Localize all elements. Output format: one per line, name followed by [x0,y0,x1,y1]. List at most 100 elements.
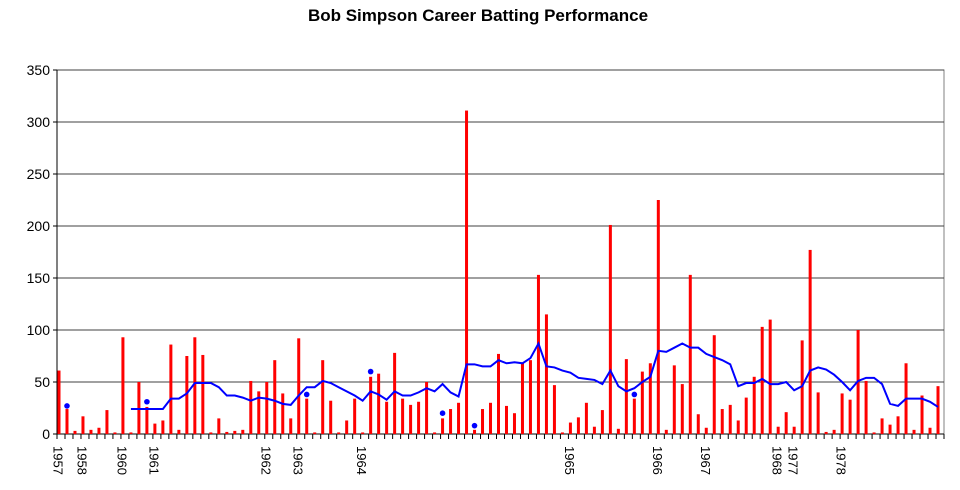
bar [920,395,924,434]
bar [353,398,357,434]
bar [696,414,700,434]
bar [481,409,485,434]
not-out-point [144,398,150,405]
bar [720,409,724,434]
x-tick-label: 1968 [770,446,785,475]
bar [840,393,844,434]
bar [417,401,421,434]
bar [449,409,453,434]
bar [552,385,556,434]
bar [249,380,253,434]
bar [209,432,213,434]
bar [217,418,221,434]
bar [241,429,245,434]
y-tick-label: 250 [27,166,51,182]
x-tick-label: 1962 [258,446,273,475]
bar [153,423,157,434]
bar [161,420,165,434]
bar [281,393,285,434]
bar [193,337,197,434]
bar [97,427,101,434]
y-tick-label: 50 [34,374,50,390]
bar [584,402,588,434]
bar [672,365,676,434]
bar [289,418,293,434]
bar [728,404,732,434]
bar [457,402,461,434]
x-tick-label: 1977 [786,446,801,475]
bar [680,384,684,434]
bar [600,410,604,434]
bar [536,274,540,434]
bar [465,110,469,434]
bar [864,380,868,434]
bar [616,428,620,434]
x-tick-label: 1964 [354,446,369,475]
bar [736,420,740,434]
bar [848,399,852,434]
bar [576,417,580,434]
y-tick-label: 300 [27,114,51,130]
x-tick-label: 1963 [290,446,305,475]
bar [129,432,133,434]
bar [377,373,381,434]
bar [321,360,325,434]
not-out-point [303,391,310,398]
bar [664,429,668,434]
bar [441,418,445,434]
bar [297,338,301,434]
plot-area [56,69,945,435]
bar [816,392,820,434]
bar [313,432,317,434]
bar [808,249,812,434]
bar [544,314,548,434]
x-tick-label: 1965 [562,446,577,475]
bar [640,371,644,434]
y-tick-label: 200 [27,218,51,234]
bar [832,429,836,434]
bar [361,432,365,434]
bar [145,406,149,434]
bar [393,352,397,434]
bar [233,430,237,434]
bar [273,360,277,434]
x-tick-label: 1978 [834,446,849,475]
bar [752,376,756,434]
bar [512,413,516,434]
bar [65,409,69,434]
bar [265,382,269,434]
x-tick-label: 1958 [75,446,90,475]
bar [81,416,85,434]
bar [425,382,429,434]
not-out-point [631,391,638,398]
bar [137,382,141,434]
bar [401,398,405,434]
y-tick-label: 0 [42,426,50,442]
y-tick-label: 150 [27,270,51,286]
bar [760,326,764,434]
bar [744,397,748,434]
bar [329,400,333,434]
bar [688,274,692,434]
bar [648,363,652,434]
x-tick-label: 1957 [51,446,66,475]
bar [656,200,660,434]
bar [704,427,708,434]
bar [792,426,796,434]
bar [776,426,780,434]
bar [337,432,341,434]
average-line [130,341,939,411]
bar [896,416,900,434]
not-out-point [439,410,446,417]
bar [345,420,349,434]
not-out-point [64,403,70,409]
bar [257,391,261,434]
bar [504,405,508,434]
bar [824,431,828,434]
bar [201,354,205,434]
bar [489,402,493,434]
bar [592,426,596,434]
bar [928,427,932,434]
bar [624,359,628,434]
